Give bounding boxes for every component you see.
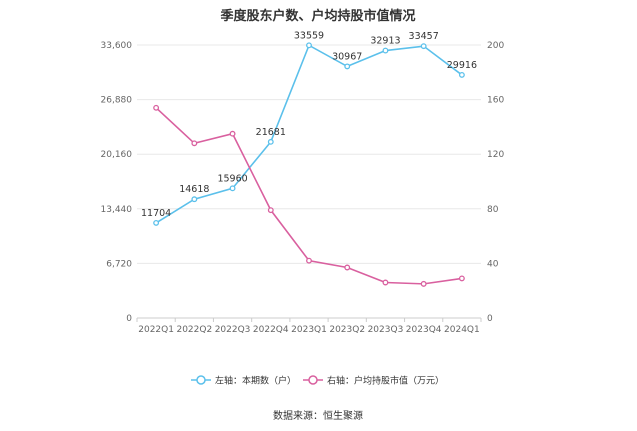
data-point-left[interactable]	[267, 138, 274, 145]
left-axis: 0 6,720 13,440 20,160 26,880 33,600	[101, 41, 133, 324]
data-label: 33559	[294, 30, 324, 41]
data-point-left[interactable]	[420, 43, 427, 50]
left-tick-label: 13,440	[101, 205, 133, 215]
data-point-left[interactable]	[458, 71, 465, 78]
data-point-right[interactable]	[382, 279, 389, 286]
data-point-right[interactable]	[344, 264, 351, 271]
x-tick-label: 2023Q4	[406, 325, 442, 335]
data-point-left[interactable]	[229, 185, 236, 192]
left-tick-label: 20,160	[101, 150, 133, 160]
data-label: 14618	[179, 184, 209, 195]
data-labels: 11704 14618 15960 21681 33559 30967 32913 33457…	[141, 30, 477, 219]
chart-title: 季度股东户数、户均持股市值情况	[219, 8, 415, 24]
data-point-left[interactable]	[344, 63, 351, 70]
data-label: 29916	[447, 60, 477, 71]
data-point-right[interactable]	[267, 207, 274, 214]
x-axis: 2022Q1 2022Q2 2022Q3 2022Q4 2023Q1 2023Q2 2023…	[136, 318, 482, 335]
x-tick-label: 2023Q3	[368, 325, 404, 335]
data-point-right[interactable]	[229, 130, 236, 137]
grid	[137, 44, 481, 319]
data-source: 数据来源：恒生聚源	[273, 409, 363, 422]
left-tick-label: 26,880	[101, 96, 133, 106]
data-point-right[interactable]	[306, 257, 312, 264]
legend-item-right-series[interactable]: 右轴：户均持股市值（万元）	[303, 375, 444, 387]
series-line-right	[155, 107, 463, 285]
right-tick-label: 160	[487, 96, 504, 106]
data-point-right[interactable]	[458, 275, 465, 282]
left-tick-label: 0	[126, 314, 132, 324]
left-tick-label: 6,720	[106, 259, 132, 269]
data-point-right[interactable]	[191, 140, 198, 147]
data-point-left[interactable]	[191, 196, 198, 203]
legend[interactable]: 左轴：本期数（户） 右轴：户均持股市值（万元）	[191, 375, 444, 387]
right-tick-label: 0	[487, 314, 493, 324]
x-tick-label: 2022Q2	[176, 325, 212, 335]
right-tick-label: 40	[487, 259, 499, 269]
data-label: 33457	[409, 31, 439, 42]
right-axis: 0 40 80 120 160 200	[487, 41, 504, 324]
legend-label-left: 左轴：本期数（户）	[215, 375, 296, 387]
data-point-right[interactable]	[153, 104, 160, 111]
data-label: 11704	[141, 208, 171, 219]
x-tick-label: 2024Q1	[444, 325, 480, 335]
x-tick-label: 2022Q3	[215, 325, 251, 335]
data-label: 32913	[370, 36, 400, 47]
left-tick-label: 33,600	[101, 41, 133, 51]
right-tick-label: 120	[487, 150, 504, 160]
series-line-left	[155, 44, 463, 224]
legend-label-right: 右轴：户均持股市值（万元）	[327, 375, 444, 387]
x-tick-label: 2022Q1	[138, 325, 174, 335]
data-point-left[interactable]	[382, 47, 389, 54]
x-tick-label: 2022Q4	[253, 325, 289, 335]
x-tick-label: 2023Q1	[291, 325, 327, 335]
data-label: 15960	[217, 173, 247, 184]
right-tick-label: 200	[487, 41, 504, 51]
series	[153, 42, 465, 287]
data-point-left[interactable]	[306, 42, 312, 49]
data-point-right[interactable]	[420, 280, 427, 287]
x-tick-label: 2023Q2	[329, 325, 365, 335]
right-tick-label: 80	[487, 205, 499, 215]
data-label: 21681	[256, 127, 286, 138]
data-point-left[interactable]	[153, 219, 160, 226]
data-label: 30967	[332, 51, 362, 62]
legend-item-left-series[interactable]: 左轴：本期数（户）	[191, 375, 296, 387]
